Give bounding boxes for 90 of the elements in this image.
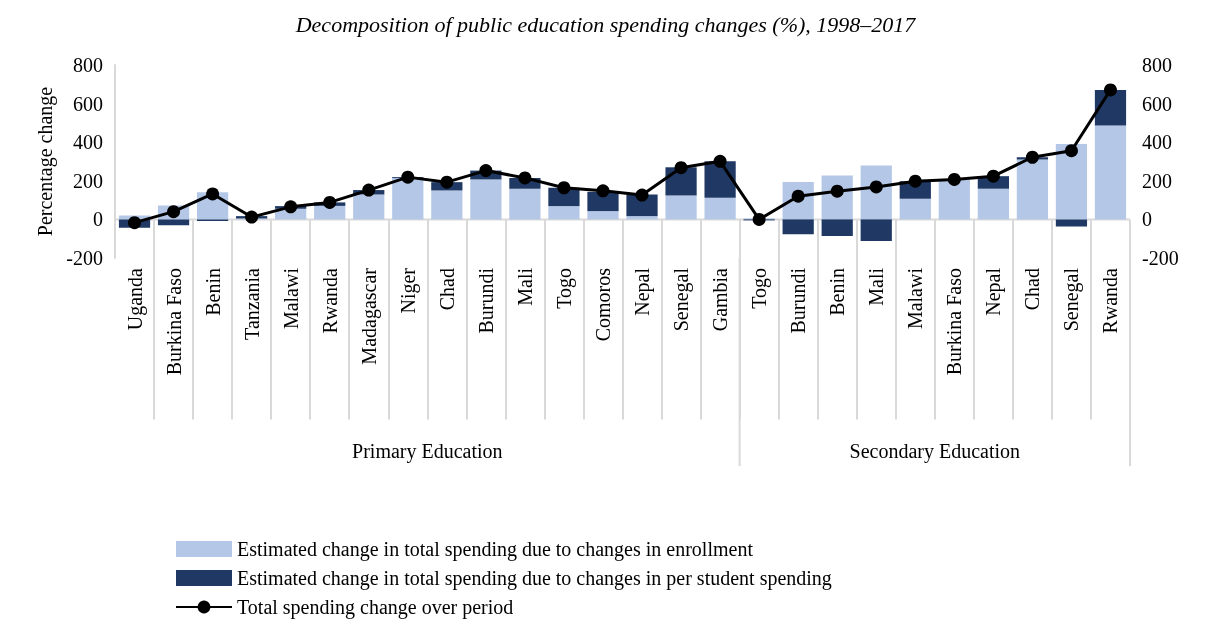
x-tick-label: Tanzania <box>240 267 263 340</box>
x-tick-label: Chad <box>1021 268 1044 311</box>
x-tick-label: Togo <box>552 268 576 309</box>
point <box>947 172 961 186</box>
y-tick-label: 0 <box>93 208 103 231</box>
bar <box>470 179 502 220</box>
bar <box>704 197 736 220</box>
point <box>479 164 493 178</box>
point <box>986 169 1000 183</box>
point <box>245 210 259 224</box>
bar <box>509 188 541 220</box>
point <box>635 188 649 202</box>
x-tick-label: Nepal <box>631 267 655 316</box>
bar <box>899 198 931 220</box>
point <box>1025 150 1039 164</box>
y-tick-label: 400 <box>73 131 103 154</box>
bar <box>431 190 463 220</box>
legend-label: Estimated change in total spending due to changes in enrollment <box>237 538 754 561</box>
y-axis-title: Percentage change <box>34 86 58 237</box>
x-tick-label: Rwanda <box>1099 267 1122 334</box>
x-tick-label: Benin <box>826 268 849 316</box>
point <box>128 216 142 230</box>
y-tick-label: -200 <box>66 247 103 269</box>
bar <box>977 188 1009 220</box>
y-tick-label: 600 <box>73 92 103 115</box>
bar <box>548 206 580 220</box>
x-tick-label: Senegal <box>670 267 694 332</box>
bar <box>1055 143 1088 220</box>
point <box>1103 83 1117 97</box>
x-tick-label: Burundi <box>474 267 497 334</box>
x-tick-label: Malawi <box>904 267 927 330</box>
y2-tick-label: 800 <box>1142 54 1172 76</box>
x-tick-label: Niger <box>396 267 420 314</box>
bar <box>1055 219 1088 227</box>
text: Primary Education <box>352 440 503 463</box>
x-tick-label: Uganda <box>123 267 147 331</box>
y2-tick-label: 200 <box>1142 169 1172 192</box>
point <box>713 154 727 168</box>
point <box>557 181 571 195</box>
bar <box>353 194 385 220</box>
point <box>284 200 298 214</box>
x-tick-label: Burkina Faso <box>162 268 185 376</box>
x-tick-label: Mali <box>865 267 888 306</box>
y-tick-label: 800 <box>73 54 103 76</box>
bar <box>1094 125 1127 220</box>
x-tick-label: Rwanda <box>318 267 341 334</box>
bar <box>626 216 658 220</box>
legend-label: Estimated change in total spending due to changes in per student spending <box>237 567 832 590</box>
bar <box>314 205 346 220</box>
y2-tick-label: 600 <box>1142 92 1172 115</box>
point <box>518 171 532 185</box>
bar <box>665 195 697 220</box>
text: Secondary Education <box>849 440 1021 463</box>
x-tick-label: Chad <box>435 268 458 311</box>
bar <box>860 219 892 242</box>
legend-label: Total spending change over period <box>237 596 514 619</box>
bar <box>587 191 619 212</box>
point <box>596 184 610 198</box>
x-tick-label: Gambia <box>709 267 732 332</box>
point <box>206 187 220 201</box>
x-tick-label: Madagascar <box>357 267 381 365</box>
point <box>1064 144 1078 158</box>
point <box>362 183 376 197</box>
point <box>674 161 688 175</box>
bar <box>938 179 970 220</box>
chart-title: Decomposition of public education spending changes (%), 1998–2017 <box>294 11 917 37</box>
bar <box>782 219 814 235</box>
point <box>908 174 922 188</box>
y2-tick-label: 0 <box>1142 208 1152 231</box>
x-tick-label: Nepal <box>982 267 1006 316</box>
x-tick-label: Benin <box>201 268 224 316</box>
x-tick-label: Senegal <box>1060 267 1084 332</box>
x-tick-label: Togo <box>748 268 772 309</box>
y2-tick-label: -200 <box>1142 247 1179 269</box>
point <box>440 175 454 189</box>
point <box>401 170 415 184</box>
point <box>323 195 337 209</box>
bar <box>157 219 190 226</box>
x-tick-label: Comoros <box>591 267 614 342</box>
x-tick-label: Malawi <box>279 267 302 330</box>
y-tick-label: 200 <box>73 169 103 192</box>
point <box>752 212 766 226</box>
x-tick-label: Burkina Faso <box>943 268 966 376</box>
y2-tick-label: 400 <box>1142 131 1172 154</box>
x-tick-label: Burundi <box>787 267 810 334</box>
bar <box>1016 159 1049 220</box>
bar <box>392 178 424 220</box>
bar <box>587 211 619 220</box>
x-tick-label: Mali <box>513 267 536 306</box>
bar <box>821 219 853 236</box>
